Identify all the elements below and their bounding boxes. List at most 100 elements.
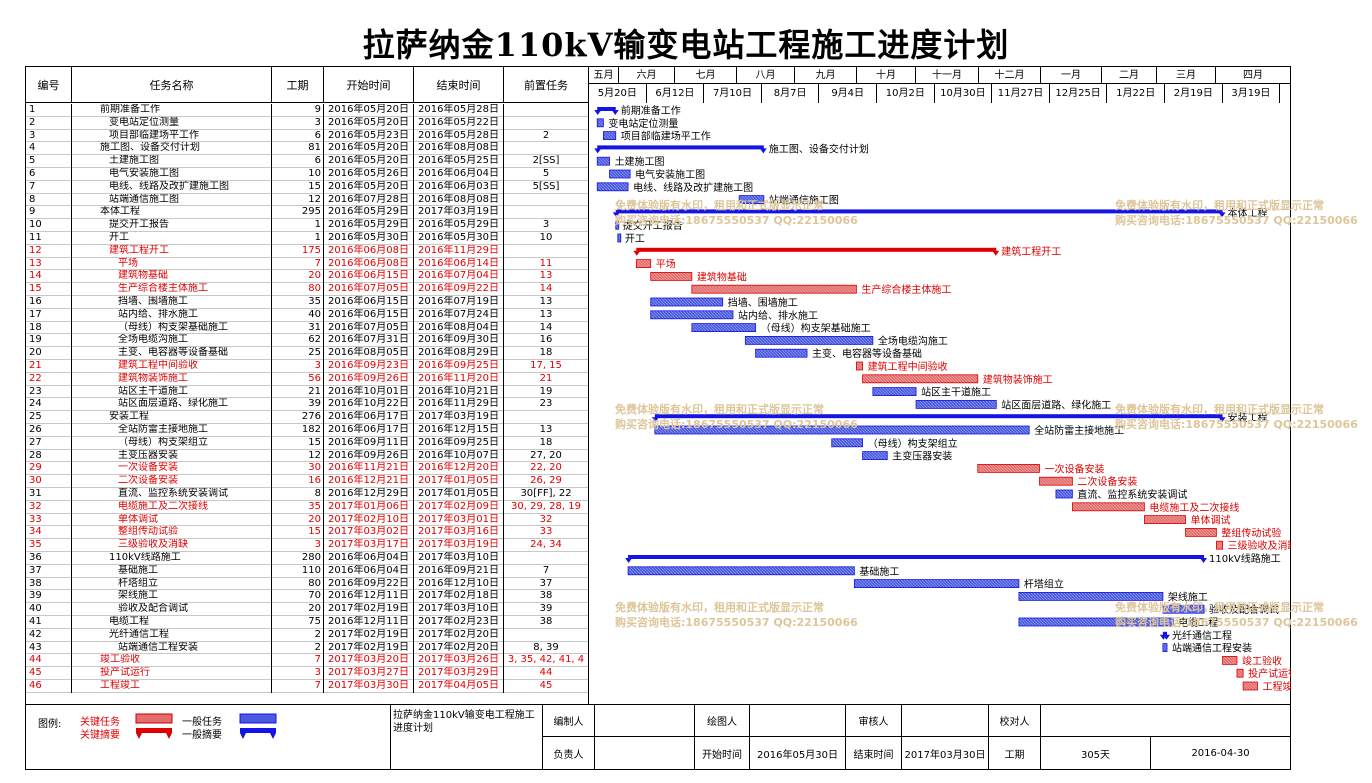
table-row[interactable]: 13 平场 7 2016年06月08日 2016年06月14日 11 — [26, 257, 588, 271]
table-row[interactable]: 45 投产试运行 3 2017年03月27日 2017年03月29日 44 — [26, 667, 588, 680]
gantt-task-bar[interactable] — [1242, 681, 1258, 691]
table-row[interactable]: 22 建筑物装饰施工 56 2016年09月26日 2016年11月20日 21 — [26, 372, 588, 386]
table-row[interactable]: 19 全场电缆沟施工 62 2016年07月31日 2016年09月30日 16 — [26, 334, 588, 348]
table-row[interactable]: 29 一次设备安装 30 2016年11月21日 2016年12月20日 22, 20 — [26, 462, 588, 476]
table-row[interactable]: 18 （母线）构支架基础施工 31 2016年07月05日 2016年08月04日 14 — [26, 321, 588, 335]
gantt-task-bar[interactable] — [1162, 604, 1205, 614]
gantt-task-bar[interactable] — [1071, 502, 1145, 512]
table-row[interactable]: 20 主变、电容器等设备基础 25 2016年08月05日 2016年08月29日 18 — [26, 347, 588, 360]
gantt-summary-bar[interactable] — [1159, 631, 1171, 640]
gantt-task-bar[interactable] — [744, 335, 874, 345]
footer-start-value: 2016年05月30日 — [750, 737, 846, 770]
gantt-task-bar[interactable] — [853, 579, 1020, 588]
gantt-task-bar[interactable] — [1055, 489, 1073, 499]
gantt-task-bar[interactable] — [596, 156, 610, 166]
table-row[interactable]: 42 光纤通信工程 2 2017年02月19日 2017年02月20日 — [26, 628, 588, 642]
table-row[interactable]: 31 直流、监控系统安装调试 8 2016年12月29日 2017年01月05日 30[F… — [26, 488, 588, 501]
gantt-task-bar[interactable] — [654, 425, 1030, 435]
gantt-task-bar[interactable] — [1236, 668, 1244, 678]
gantt-task-bar[interactable] — [1039, 476, 1073, 486]
gantt-task-bar[interactable] — [602, 131, 617, 140]
gantt-task-bar[interactable] — [617, 233, 622, 243]
table-row[interactable]: 28 主变压器安装 12 2016年09月26日 2016年10月07日 27, 20 — [26, 449, 588, 463]
table-row[interactable]: 40 验收及配合调试 20 2017年02月19日 2017年03月10日 39 — [26, 603, 588, 616]
table-row[interactable]: 12 建筑工程开工 175 2016年06月08日 2016年11月29日 — [26, 244, 588, 258]
table-row[interactable]: 7 电线、线路及改扩建施工图 15 2016年05月20日 2016年06月03日 5[S… — [26, 180, 588, 194]
table-row[interactable]: 9 本体工程 295 2016年05月29日 2017年03月19日 — [26, 206, 588, 220]
table-row[interactable]: 36 110kV线路施工 280 2016年06月04日 2017年03月10日 — [26, 552, 588, 565]
gantt-task-bar[interactable] — [915, 399, 997, 409]
table-row[interactable]: 43 站端通信工程安装 2 2017年02月19日 2017年02月20日 8, 39 — [26, 641, 588, 655]
table-row[interactable]: 34 整组传动试验 15 2017年03月02日 2017年03月16日 33 — [26, 526, 588, 540]
table-row[interactable]: 44 竣工验收 7 2017年03月20日 2017年03月26日 3, 35, 42, … — [26, 654, 588, 668]
gantt-task-bar[interactable] — [831, 438, 863, 448]
gantt-task-bar[interactable] — [862, 451, 888, 461]
table-row[interactable]: 14 建筑物基础 20 2016年06月15日 2016年07月04日 13 — [26, 270, 588, 284]
gantt-summary-bar[interactable] — [651, 414, 1226, 423]
gantt-task-bar[interactable] — [691, 284, 857, 294]
gantt-task-bar[interactable] — [650, 310, 734, 320]
table-row[interactable]: 23 站区主干道施工 21 2016年10月01日 2016年10月21日 19 — [26, 385, 588, 399]
table-row[interactable]: 41 电缆工程 75 2016年12月11日 2017年02月23日 38 — [26, 616, 588, 629]
gantt-task-bar[interactable] — [977, 463, 1040, 473]
table-row[interactable]: 25 安装工程 276 2016年06月17日 2017年03月19日 — [26, 411, 588, 424]
table-row[interactable]: 21 建筑工程中间验收 3 2016年09月23日 2016年09月25日 17, 15 — [26, 360, 588, 373]
table-row[interactable]: 4 施工图、设备交付计划 81 2016年05月20日 2016年08月08日 — [26, 142, 588, 156]
gantt-task-bar[interactable] — [1215, 540, 1223, 550]
gantt-task-bar[interactable] — [635, 259, 652, 269]
table-row[interactable]: 17 站内给、排水施工 40 2016年06月15日 2016年07月24日 13 — [26, 308, 588, 322]
gantt-summary-bar[interactable] — [594, 107, 619, 115]
table-row[interactable]: 33 单体调试 20 2017年02月10日 2017年03月01日 32 — [26, 513, 588, 527]
gantt-task-bar[interactable] — [1018, 592, 1164, 601]
gantt-task-bar[interactable] — [862, 374, 979, 384]
table-row[interactable]: 32 电缆施工及二次接线 35 2017年01月06日 2017年02月09日 30, 2… — [26, 500, 588, 514]
gantt-task-bar[interactable] — [650, 297, 724, 307]
table-row[interactable]: 2 变电站定位测量 3 2016年05月20日 2016年05月22日 — [26, 116, 588, 130]
task-id: 29 — [26, 462, 72, 476]
table-row[interactable]: 37 基础施工 110 2016年06月04日 2016年09月21日 7 — [26, 564, 588, 578]
task-end: 2016年12月20日 — [414, 462, 504, 476]
table-row[interactable]: 30 二次设备安装 16 2016年12月21日 2017年01月05日 26, 29 — [26, 475, 588, 488]
table-row[interactable]: 6 电气安装施工图 10 2016年05月26日 2016年06月04日 5 — [26, 168, 588, 181]
table-row[interactable]: 11 开工 1 2016年05月30日 2016年05月30日 10 — [26, 232, 588, 245]
gantt-summary-bar[interactable] — [625, 555, 1208, 563]
gantt-task-bar[interactable] — [596, 118, 604, 128]
gantt-task-bar[interactable] — [856, 361, 863, 371]
gantt-task-bar[interactable] — [872, 387, 917, 397]
table-row[interactable]: 46 工程竣工 7 2017年03月30日 2017年04月05日 45 — [26, 680, 588, 693]
gantt-task-bar[interactable] — [627, 566, 855, 576]
gantt-task-bar[interactable] — [615, 220, 620, 230]
task-end: 2017年03月26日 — [414, 654, 504, 668]
gantt-task-bar[interactable] — [1162, 643, 1168, 652]
table-row[interactable]: 15 生产综合楼主体施工 80 2016年07月05日 2016年09月22日 14 — [26, 283, 588, 296]
gantt-summary-bar[interactable] — [633, 247, 1000, 256]
gantt-task-bar[interactable] — [609, 169, 631, 179]
gantt-summary-bar[interactable] — [612, 209, 1226, 218]
gantt-task-bar[interactable] — [1143, 515, 1186, 525]
table-row[interactable]: 35 三级验收及消缺 3 2017年03月17日 2017年03月19日 24, 34 — [26, 539, 588, 552]
table-row[interactable]: 24 站区面层道路、绿化施工 39 2016年10月22日 2016年11月29日 23 — [26, 398, 588, 412]
gantt-task-bar[interactable] — [1185, 527, 1217, 537]
gantt-summary-bar[interactable] — [594, 145, 767, 154]
table-row[interactable]: 5 土建施工图 6 2016年05月20日 2016年05月25日 2[SS] — [26, 155, 588, 168]
timescale-week: 10月2日 — [877, 84, 935, 103]
gantt-task-bar[interactable] — [1018, 617, 1174, 627]
table-row[interactable]: 8 站端通信施工图 12 2016年07月28日 2016年08月08日 — [26, 193, 588, 207]
gantt-task-bar[interactable] — [738, 195, 765, 205]
table-row[interactable]: 1 前期准备工作 9 2016年05月20日 2016年05月28日 — [26, 104, 588, 117]
gantt-bar-label: 架线施工 — [1168, 590, 1208, 603]
table-row[interactable]: 3 项目部临建场平工作 6 2016年05月23日 2016年05月28日 2 — [26, 129, 588, 143]
table-row[interactable]: 26 全站防雷主接地施工 182 2016年06月17日 2016年12月15日 13 — [26, 424, 588, 437]
gantt-task-bar[interactable] — [755, 348, 808, 358]
table-row[interactable]: 38 杆塔组立 80 2016年09月22日 2016年12月10日 37 — [26, 577, 588, 591]
table-row[interactable]: 16 挡墙、围墙施工 35 2016年06月15日 2016年07月19日 13 — [26, 296, 588, 309]
table-row[interactable]: 39 架线施工 70 2016年12月11日 2017年02月18日 38 — [26, 590, 588, 604]
task-start: 2016年05月26日 — [324, 168, 414, 181]
gantt-task-bar[interactable] — [596, 182, 629, 192]
table-row[interactable]: 27 （母线）构支架组立 15 2016年09月11日 2016年09月25日 18 — [26, 436, 588, 450]
gantt-task-bar[interactable] — [650, 271, 693, 281]
gantt-bars: 前期准备工作变电站定位测量项目部临建场平工作施工图、设备交付计划土建施工图电气安… — [594, 104, 1291, 693]
table-row[interactable]: 10 提交开工报告 1 2016年05月29日 2016年05月29日 3 — [26, 219, 588, 232]
gantt-task-bar[interactable] — [1222, 656, 1238, 665]
gantt-task-bar[interactable] — [691, 323, 757, 333]
